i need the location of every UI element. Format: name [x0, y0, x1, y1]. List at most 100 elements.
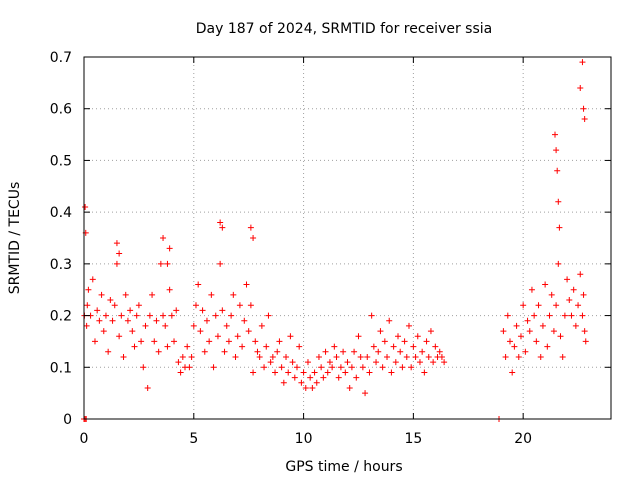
data-point — [217, 219, 224, 226]
data-point — [135, 302, 142, 309]
data-point — [548, 291, 555, 298]
ticks — [83, 56, 611, 420]
data-point — [329, 364, 336, 371]
data-point — [289, 359, 296, 366]
x-tick-label: 15 — [404, 431, 422, 447]
data-point — [247, 224, 254, 231]
y-tick-label: 0.7 — [50, 50, 72, 66]
data-point — [416, 359, 423, 366]
data-point — [366, 369, 373, 376]
data-point — [506, 338, 513, 345]
data-point — [124, 317, 131, 324]
data-point — [153, 317, 160, 324]
data-point — [113, 260, 120, 267]
data-point — [232, 353, 239, 360]
data-point — [113, 240, 120, 247]
data-point — [315, 353, 322, 360]
data-point — [353, 374, 360, 381]
data-point — [544, 343, 551, 350]
data-point — [348, 364, 355, 371]
data-point — [364, 353, 371, 360]
data-point — [247, 302, 254, 309]
data-point — [261, 364, 268, 371]
data-point — [515, 353, 522, 360]
data-point — [287, 333, 294, 340]
data-point — [320, 374, 327, 381]
data-point — [408, 364, 415, 371]
y-tick-labels: 0 0.1 0.2 0.3 0.4 0.5 0.6 0.7 — [50, 50, 72, 428]
data-point — [171, 338, 178, 345]
data-point — [570, 286, 577, 293]
data-point — [403, 353, 410, 360]
data-point — [412, 353, 419, 360]
data-point — [370, 343, 377, 350]
data-point — [84, 302, 91, 309]
data-point — [526, 328, 533, 335]
data-point — [397, 348, 404, 355]
data-point — [441, 359, 448, 366]
data-point — [313, 379, 320, 386]
data-point — [250, 235, 257, 241]
data-point — [239, 343, 246, 350]
data-point — [311, 369, 318, 376]
data-point — [342, 369, 349, 376]
data-point — [254, 348, 261, 355]
data-point — [179, 353, 186, 360]
data-point — [414, 333, 421, 340]
data-point — [307, 374, 314, 381]
data-point — [513, 322, 520, 329]
data-point — [133, 312, 140, 319]
data-point — [280, 379, 287, 386]
data-point — [302, 384, 309, 391]
data-point — [377, 328, 384, 335]
data-point — [177, 369, 184, 376]
data-point — [427, 328, 434, 335]
data-point — [219, 224, 226, 231]
data-point — [109, 317, 116, 324]
data-point — [258, 322, 265, 329]
data-point — [83, 322, 90, 329]
data-point — [386, 317, 393, 324]
data-point — [392, 359, 399, 366]
chart-title: Day 187 of 2024, SRMTID for receiver ssi… — [196, 21, 492, 37]
data-point — [322, 348, 329, 355]
data-point — [192, 302, 199, 309]
data-point — [91, 338, 98, 345]
data-point — [267, 359, 274, 366]
data-point — [344, 359, 351, 366]
data-point — [219, 307, 226, 314]
data-point — [388, 369, 395, 376]
data-point — [335, 374, 342, 381]
data-point — [553, 302, 560, 309]
data-point — [425, 353, 432, 360]
data-point — [217, 260, 224, 267]
data-point — [537, 353, 544, 360]
data-point — [581, 116, 588, 123]
x-tick-labels: 0 5 10 15 20 — [80, 431, 533, 447]
data-point — [436, 348, 443, 355]
data-point — [580, 105, 587, 112]
data-point — [127, 307, 134, 314]
data-point — [214, 333, 221, 340]
data-points — [81, 59, 589, 422]
y-tick-label: 0.1 — [50, 360, 72, 376]
data-point — [82, 203, 89, 210]
data-point — [554, 167, 561, 174]
data-point — [580, 291, 587, 298]
data-point — [533, 338, 540, 345]
data-point — [546, 312, 553, 319]
x-tick-label: 0 — [80, 431, 89, 447]
data-point — [395, 333, 402, 340]
data-point — [203, 317, 210, 324]
data-point — [504, 312, 511, 319]
data-point — [190, 322, 197, 329]
data-point — [582, 338, 589, 345]
data-point — [405, 322, 412, 329]
data-point — [272, 369, 279, 376]
data-point — [535, 302, 542, 309]
data-point — [553, 147, 560, 154]
data-point — [509, 369, 516, 376]
data-point — [175, 359, 182, 366]
